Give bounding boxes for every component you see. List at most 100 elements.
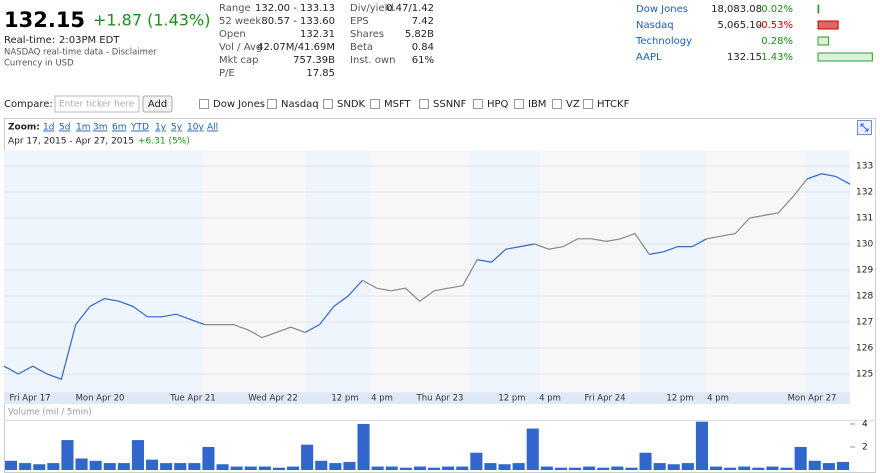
compare-checkbox[interactable]	[419, 99, 429, 109]
stat-value: 61%	[412, 55, 434, 66]
volume-bar	[794, 446, 807, 470]
volume-bar	[385, 466, 398, 470]
stat-label: Mkt cap	[219, 55, 259, 66]
compare-label: Compare:	[4, 99, 53, 110]
compare-checkbox[interactable]	[323, 99, 333, 109]
compare-checkbox[interactable]	[473, 99, 483, 109]
stat-value: 80.57 - 133.60	[261, 16, 335, 27]
x-tick-label: Thu Apr 23	[416, 394, 464, 404]
market-name[interactable]: Dow Jones	[636, 4, 688, 15]
stat-label: Div/yield	[350, 3, 394, 14]
market-price: 5,065.10	[717, 20, 762, 31]
volume-bar	[61, 440, 74, 470]
market-change: 0.02%	[761, 4, 793, 15]
volume-bar	[512, 463, 525, 470]
market-name[interactable]: Nasdaq	[636, 20, 674, 31]
compare-checkbox[interactable]	[370, 99, 380, 109]
compare-checkbox[interactable]	[583, 99, 593, 109]
volume-bar	[188, 463, 201, 470]
volume-bar	[75, 458, 88, 470]
volume-bar	[258, 466, 271, 470]
realtime-time: 2:03PM EDT	[59, 35, 120, 46]
market-change: 1.43%	[761, 52, 793, 63]
price-line	[3, 173, 851, 380]
volume-bar	[724, 467, 737, 470]
zoom-option[interactable]: 6m	[112, 123, 127, 133]
market-name[interactable]: Technology	[635, 36, 692, 47]
x-tick-label: 12 pm	[498, 394, 525, 404]
market-change-bar	[817, 52, 873, 62]
volume-bar	[569, 467, 582, 470]
volume-bar	[230, 466, 243, 470]
volume-bar	[808, 460, 821, 470]
session-band	[4, 150, 203, 393]
x-axis-band	[4, 392, 850, 404]
session-band	[203, 150, 305, 393]
volume-bar	[681, 463, 694, 470]
compare-checkbox[interactable]	[267, 99, 277, 109]
y-tick-label: 132	[856, 188, 873, 198]
market-name[interactable]: AAPL	[636, 52, 662, 63]
zoom-option[interactable]: YTD	[130, 123, 149, 133]
market-change: 0.28%	[761, 36, 793, 47]
zoom-option[interactable]: 1y	[155, 123, 167, 133]
volume-bar	[244, 466, 257, 470]
compare-checkbox[interactable]	[514, 99, 524, 109]
volume-bar	[526, 428, 539, 470]
market-change-bar	[817, 36, 830, 46]
compare-option: IBM	[528, 99, 546, 110]
market-change-bar	[817, 20, 839, 30]
volume-bar	[5, 460, 18, 470]
compare-option: HPQ	[487, 99, 509, 110]
realtime-label: Real-time:	[4, 35, 55, 46]
volume-bar	[611, 466, 624, 470]
volume-bar	[540, 466, 553, 470]
volume-bar	[47, 463, 60, 470]
x-tick-label: Tue Apr 21	[169, 394, 215, 404]
stat-value: 5.82B	[405, 29, 434, 40]
stat-label: Open	[219, 29, 246, 40]
compare-checkbox[interactable]	[552, 99, 562, 109]
session-band	[805, 150, 850, 393]
volume-bar	[371, 466, 384, 470]
volume-bar	[780, 467, 793, 470]
volume-bar	[766, 466, 779, 470]
volume-bar	[202, 446, 215, 470]
compare-option: Nasdaq	[281, 99, 319, 110]
y-tick-label: 126	[856, 344, 873, 354]
expand-glyph	[860, 123, 869, 132]
volume-bar	[287, 466, 300, 470]
y-tick-label: 131	[856, 214, 873, 224]
stat-value: 42.07M/41.69M	[257, 42, 335, 53]
session-band	[705, 150, 805, 393]
volume-bar	[738, 466, 751, 470]
add-button-label: Add	[148, 99, 167, 110]
stat-label: Beta	[350, 42, 373, 53]
zoom-option[interactable]: 5y	[171, 123, 183, 133]
zoom-option[interactable]: 1d	[43, 123, 54, 133]
volume-bar	[653, 463, 666, 470]
volume-bar	[301, 444, 314, 470]
zoom-option[interactable]: 3m	[93, 123, 108, 133]
zoom-option[interactable]: All	[207, 123, 218, 133]
volume-bar	[822, 463, 835, 470]
volume-bar	[597, 467, 610, 470]
y-tick-label: 133	[856, 162, 873, 172]
ticker-input[interactable]	[54, 95, 140, 113]
volume-bar	[315, 460, 328, 470]
zoom-option[interactable]: 5d	[59, 123, 70, 133]
date-range: Apr 17, 2015 - Apr 27, 2015	[8, 137, 134, 147]
volume-bar	[710, 466, 723, 470]
compare-checkbox[interactable]	[199, 99, 209, 109]
volume-bar	[131, 440, 144, 470]
zoom-option[interactable]: 10y	[187, 123, 204, 133]
zoom-label: Zoom:	[8, 123, 40, 133]
market-price: 132.15	[727, 52, 762, 63]
zoom-option[interactable]: 1m	[76, 123, 91, 133]
y-tick-label: 127	[856, 318, 873, 328]
source: NASDAQ real-time data - Disclaimer	[4, 48, 157, 58]
add-button[interactable]	[142, 95, 173, 113]
volume-bar	[160, 463, 173, 470]
stat-label: Inst. own	[350, 55, 395, 66]
stat-label: Shares	[350, 29, 384, 40]
